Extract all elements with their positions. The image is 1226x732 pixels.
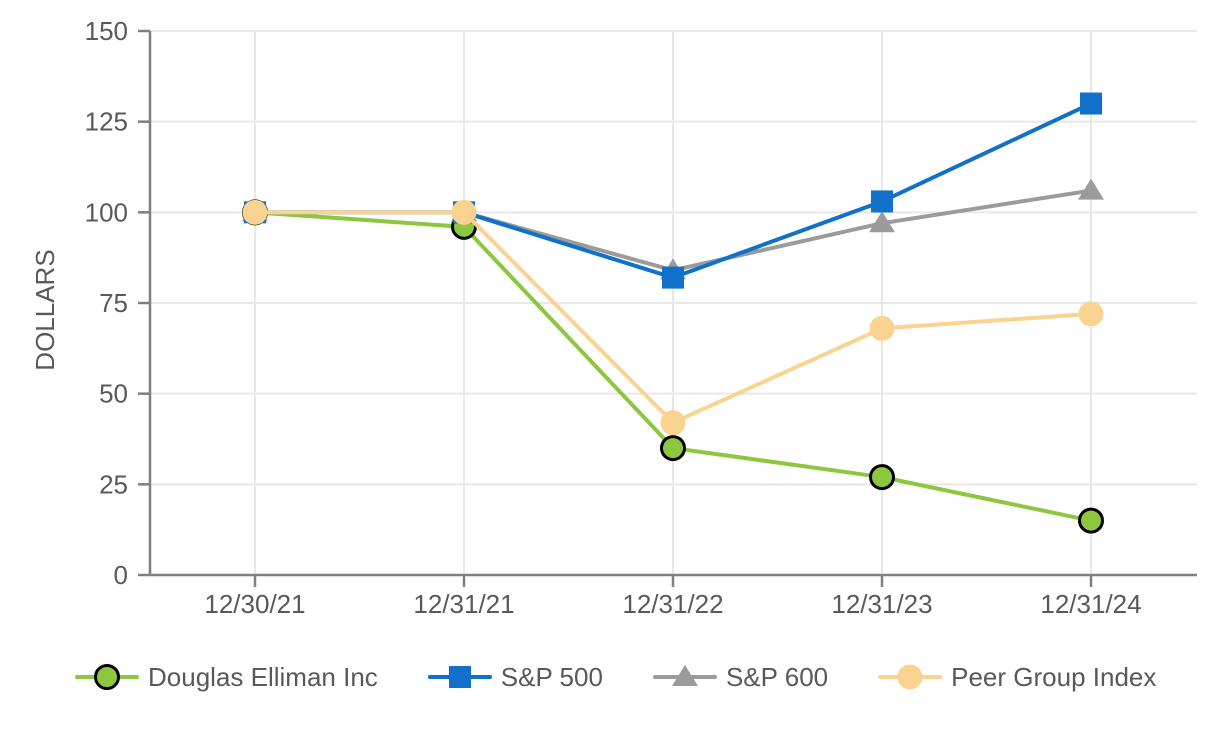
marker-s-p-500: [1080, 92, 1102, 115]
legend-item-peer-group-index: Peer Group Index: [878, 660, 1156, 694]
marker-douglas-elliman-inc: [660, 435, 686, 462]
y-tick-label: 125: [85, 107, 128, 137]
legend-label-s-p-600: S&P 600: [725, 661, 829, 692]
legend-label-peer-group-index: Peer Group Index: [951, 661, 1157, 692]
y-tick-label: 0: [114, 560, 128, 590]
x-tick-label: 12/31/22: [622, 589, 723, 619]
y-tick-label: 75: [99, 288, 128, 318]
marker-peer-group-index: [242, 199, 268, 225]
legend-swatch-peer-group-index: [878, 664, 943, 690]
legend-item-douglas-elliman-inc: Douglas Elliman Inc: [75, 660, 378, 694]
legend-swatch-douglas-elliman-inc: [75, 664, 139, 690]
y-tick-label: 150: [85, 16, 128, 46]
chart-plot-area: 0 25 50 75 100 125 150 12/30/21 12/31/21 12/31/22…: [85, 16, 1197, 619]
legend-swatch-s-p-500: [427, 666, 492, 688]
axes: 0 25 50 75 100 125 150 12/30/21 12/31/21 12/31/22…: [85, 16, 1197, 619]
marker-douglas-elliman-inc: [869, 464, 895, 491]
y-tick-label: 100: [85, 197, 128, 227]
marker-peer-group-index: [869, 315, 895, 341]
legend-item-s-p-600: S&P 600: [652, 660, 829, 694]
gridlines: [150, 30, 1197, 575]
marker-peer-group-index: [1078, 301, 1104, 327]
legend-label-douglas-elliman-inc: Douglas Elliman Inc: [148, 661, 378, 692]
marker-s-p-500: [871, 190, 893, 213]
marker-douglas-elliman-inc-legend: [94, 664, 120, 690]
x-tick-label: 12/31/24: [1040, 589, 1141, 619]
legend-item-s-p-500: S&P 500: [427, 660, 603, 694]
marker-peer-group-index: [451, 199, 477, 225]
marker-douglas-elliman-inc: [1078, 507, 1104, 534]
series-peer-group-index: [242, 199, 1104, 436]
marker-s-p-500-legend: [448, 666, 471, 688]
marker-s-p-600: [1078, 178, 1104, 200]
y-axis-title: DOLLARS: [30, 249, 60, 371]
y-tick-label: 50: [99, 379, 128, 409]
legend-swatch-s-p-600: [652, 665, 717, 686]
x-tick-label: 12/30/21: [204, 589, 305, 619]
chart-legend: Douglas Elliman Inc S&P 500 S&P 600 Peer Gr…: [75, 650, 1156, 704]
marker-peer-group-index-legend: [897, 664, 923, 690]
x-tick-label: 12/31/21: [413, 589, 514, 619]
x-tick-label: 12/31/23: [831, 589, 932, 619]
marker-s-p-500: [662, 266, 684, 289]
marker-s-p-600-legend: [671, 665, 698, 686]
y-tick-label: 25: [99, 469, 128, 499]
legend-label-s-p-500: S&P 500: [500, 661, 603, 692]
marker-s-p-600: [869, 211, 895, 233]
marker-peer-group-index: [660, 410, 686, 436]
